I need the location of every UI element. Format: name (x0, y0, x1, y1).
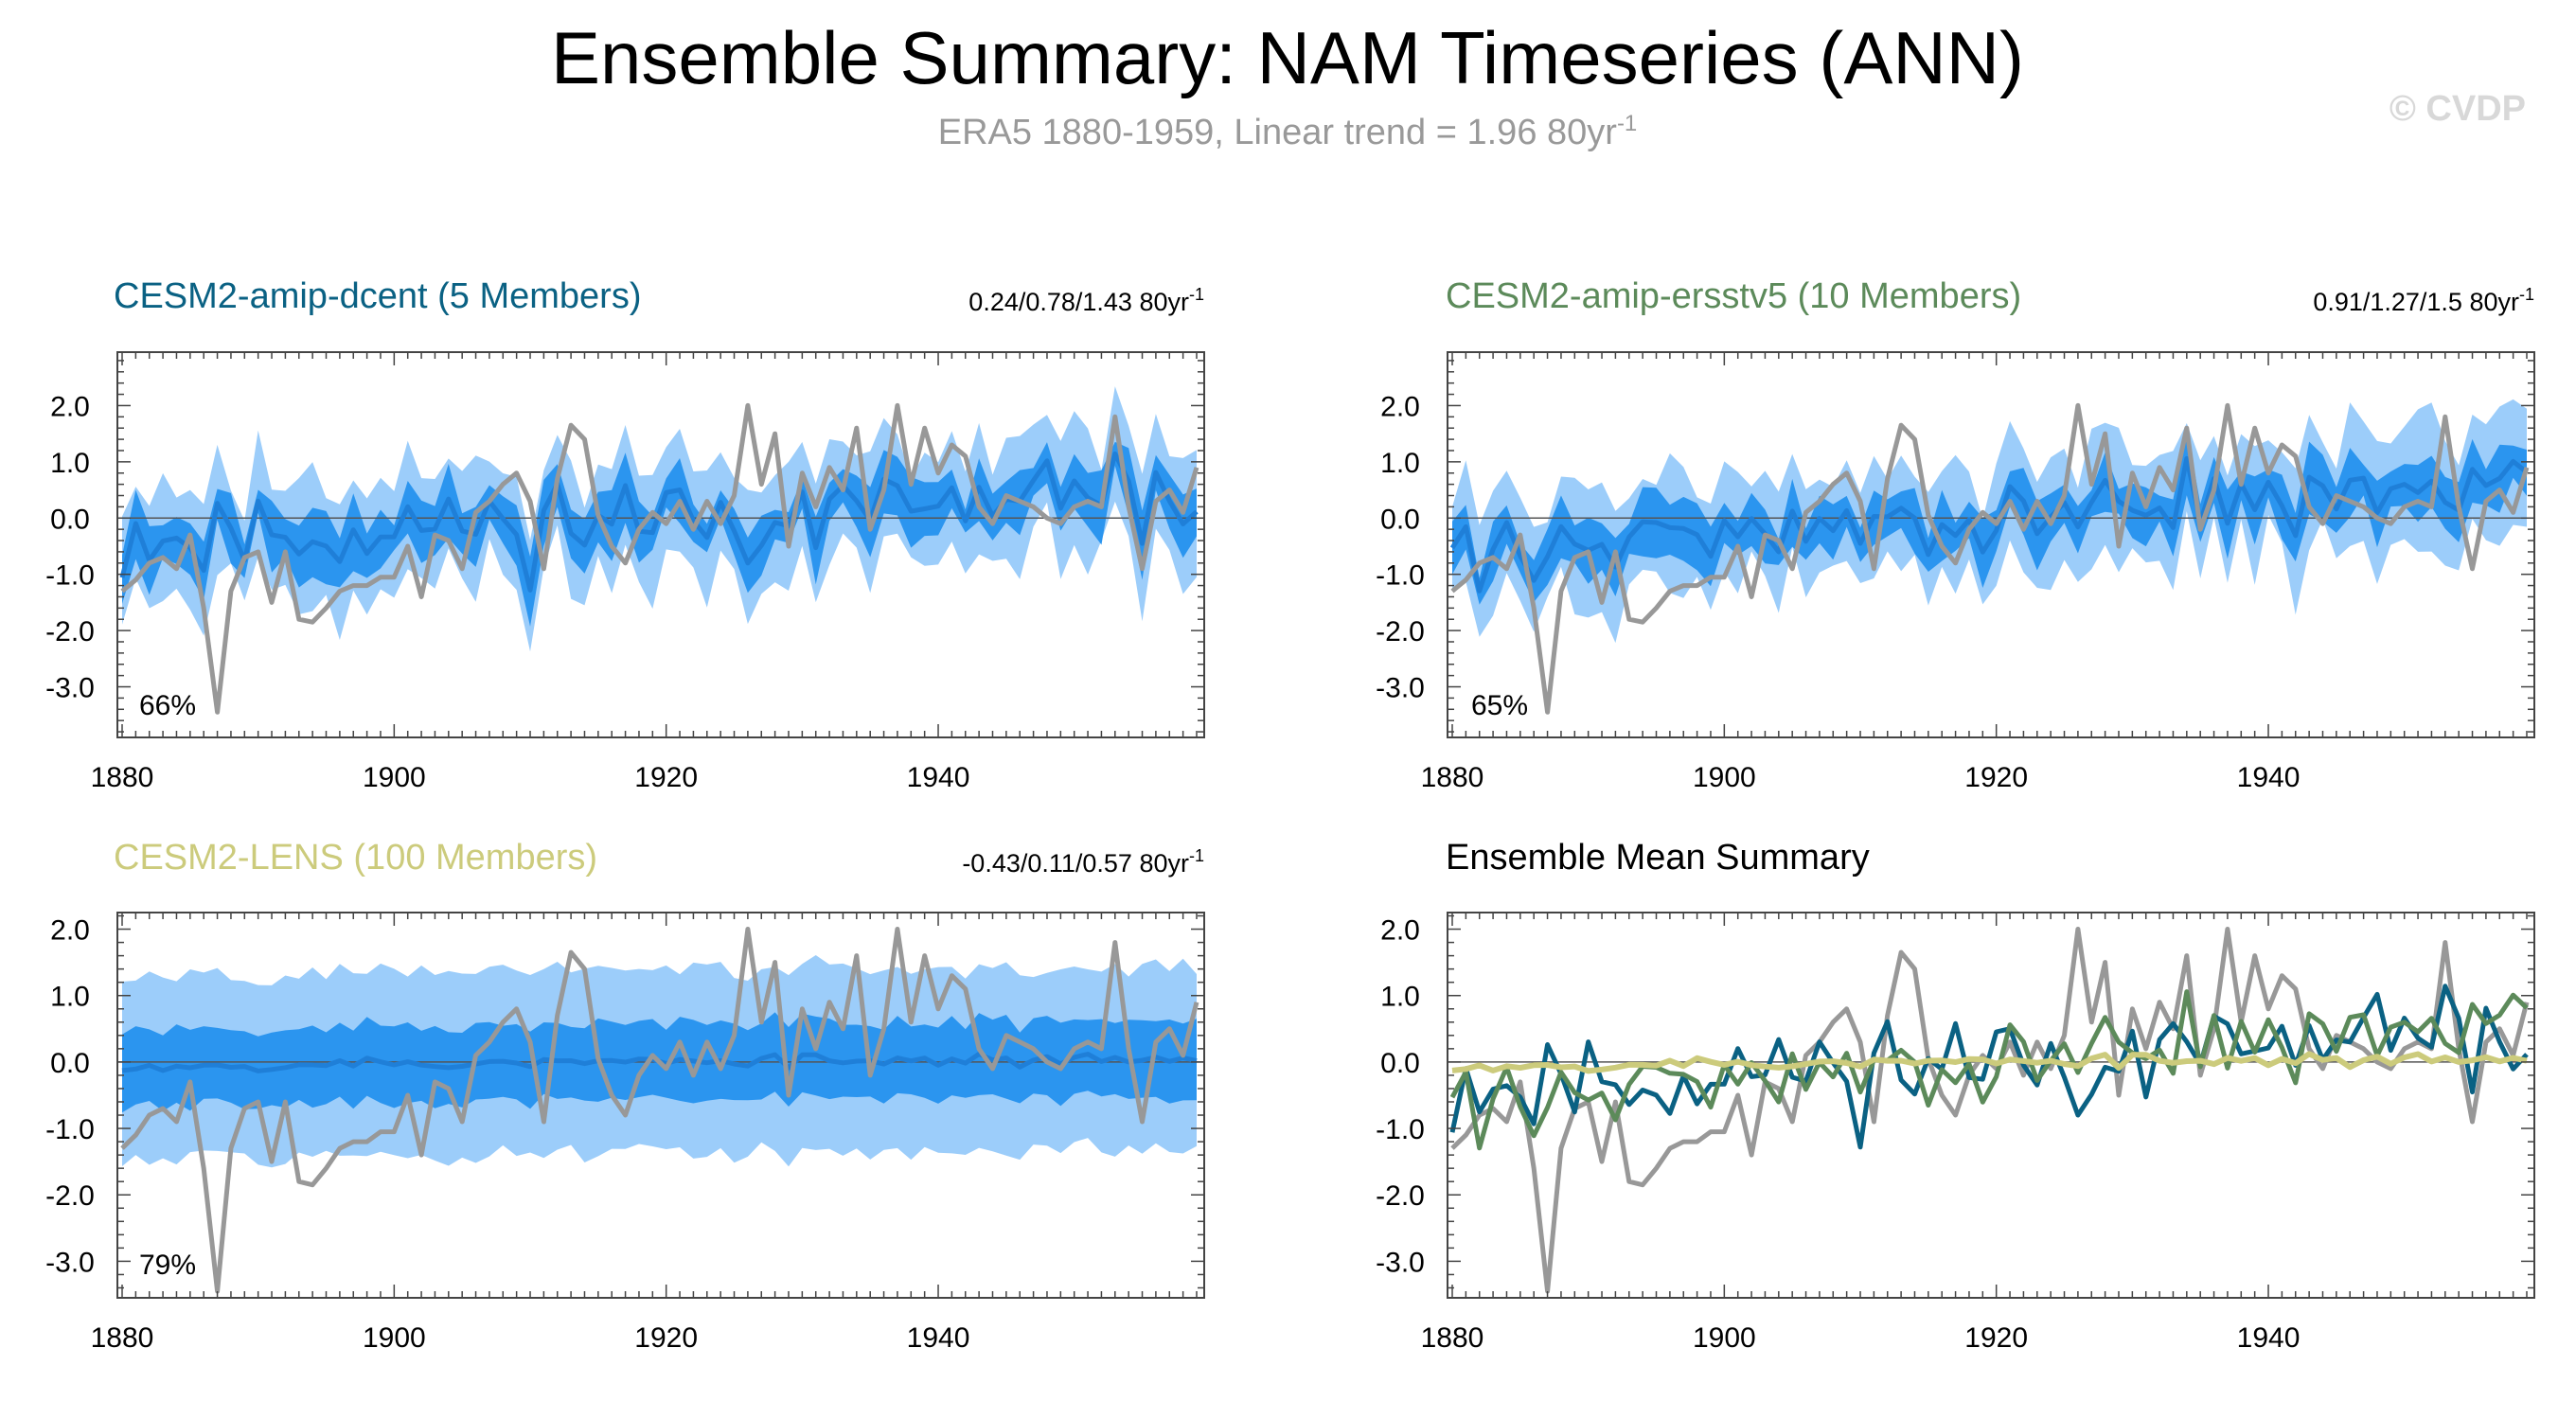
panel-title: CESM2-LENS (100 Members) (114, 838, 597, 878)
x-tick-label: 1940 (907, 1322, 970, 1354)
interquartile-band (122, 441, 1197, 627)
panel-cesm2-amip-ersstv5: CESM2-amip-ersstv5 (10 Members) 0.91/1.2… (1376, 276, 2535, 793)
cvdp-watermark: © CVDP (2389, 89, 2526, 129)
y-tick-label: 0.0 (50, 1048, 90, 1079)
trend-label: -0.43/0.11/0.57 80yr-1 (962, 846, 1204, 878)
x-tick-label: 1940 (2237, 762, 2301, 793)
y-tick-label: 2.0 (50, 391, 90, 422)
panel-title: CESM2-amip-dcent (5 Members) (114, 276, 641, 316)
y-tick-label: 1.0 (1380, 448, 1420, 479)
era5-line (1450, 927, 2530, 1294)
y-tick-label: -3.0 (45, 673, 95, 704)
x-tick-label: 1920 (1964, 762, 2028, 793)
y-tick-label: -3.0 (1376, 673, 1425, 704)
y-tick-label: 1.0 (1380, 982, 1420, 1013)
figure-title: Ensemble Summary: NAM Timeseries (ANN) (551, 16, 2024, 99)
x-tick-label: 1920 (634, 1322, 698, 1354)
y-tick-label: -1.0 (1376, 1114, 1425, 1145)
x-tick-label: 1900 (363, 762, 426, 793)
panel-cesm2-lens: CESM2-LENS (100 Members) -0.43/0.11/0.57… (45, 838, 1205, 1354)
x-tick-label: 1900 (1693, 762, 1756, 793)
percent-label: 79% (139, 1250, 196, 1281)
x-tick-label: 1880 (1421, 762, 1484, 793)
x-tick-label: 1880 (1421, 1322, 1484, 1354)
plot-frame (116, 912, 1205, 1299)
panel-title: CESM2-amip-ersstv5 (10 Members) (1446, 276, 2021, 316)
figure-subtitle: ERA5 1880-1959, Linear trend = 1.96 80yr… (938, 111, 1638, 152)
panel-ensemble-mean-summary: Ensemble Mean Summary 2.0 1.0 0.0 -1.0 -2.0 -… (1376, 838, 2535, 1354)
era5-line (120, 402, 1199, 715)
y-tick-label: -2.0 (45, 1180, 95, 1212)
ersst-mean-line (1449, 989, 2529, 1151)
panel-title: Ensemble Mean Summary (1446, 838, 1870, 878)
x-tick-label: 1940 (2237, 1322, 2301, 1354)
x-tick-label: 1880 (91, 1322, 154, 1354)
y-tick-label: 2.0 (1380, 915, 1420, 947)
y-tick-label: 0.0 (1380, 1048, 1420, 1079)
y-tick-label: -1.0 (1376, 560, 1425, 592)
era5-line (1450, 402, 2530, 715)
x-tick-label: 1920 (1964, 1322, 2028, 1354)
x-tick-label: 1940 (907, 762, 970, 793)
dcent-mean-line (1449, 984, 2529, 1150)
x-tick-label: 1900 (1693, 1322, 1756, 1354)
era5-line (120, 927, 1199, 1294)
y-tick-label: 2.0 (50, 915, 90, 947)
panel-cesm2-amip-dcent: CESM2-amip-dcent (5 Members) 0.24/0.78/1… (45, 276, 1205, 793)
ensemble-mean-line (1449, 455, 2529, 594)
y-tick-label: 1.0 (50, 448, 90, 479)
x-tick-label: 1880 (91, 762, 154, 793)
percent-label: 65% (1471, 690, 1528, 721)
x-tick-label: 1920 (634, 762, 698, 793)
x-tick-label: 1900 (363, 1322, 426, 1354)
y-tick-label: -2.0 (1376, 616, 1425, 647)
y-tick-label: -3.0 (1376, 1247, 1425, 1278)
lens-mean-line (1451, 1051, 2528, 1074)
trend-label: 0.24/0.78/1.43 80yr-1 (968, 285, 1204, 316)
y-tick-label: 1.0 (50, 982, 90, 1013)
y-tick-label: -3.0 (45, 1247, 95, 1278)
y-tick-label: 2.0 (1380, 391, 1420, 422)
y-tick-label: -1.0 (45, 1114, 95, 1145)
y-tick-label: -2.0 (1376, 1180, 1425, 1212)
plot-frame (1447, 351, 2535, 738)
plot-frame (1447, 912, 2535, 1299)
y-tick-label: -1.0 (45, 560, 95, 592)
y-tick-label: 0.0 (1380, 504, 1420, 535)
y-tick-label: 0.0 (50, 504, 90, 535)
trend-label: 0.91/1.27/1.5 80yr-1 (2313, 285, 2534, 316)
y-tick-label: -2.0 (45, 616, 95, 647)
plot-frame (116, 351, 1205, 738)
percent-label: 66% (139, 690, 196, 721)
